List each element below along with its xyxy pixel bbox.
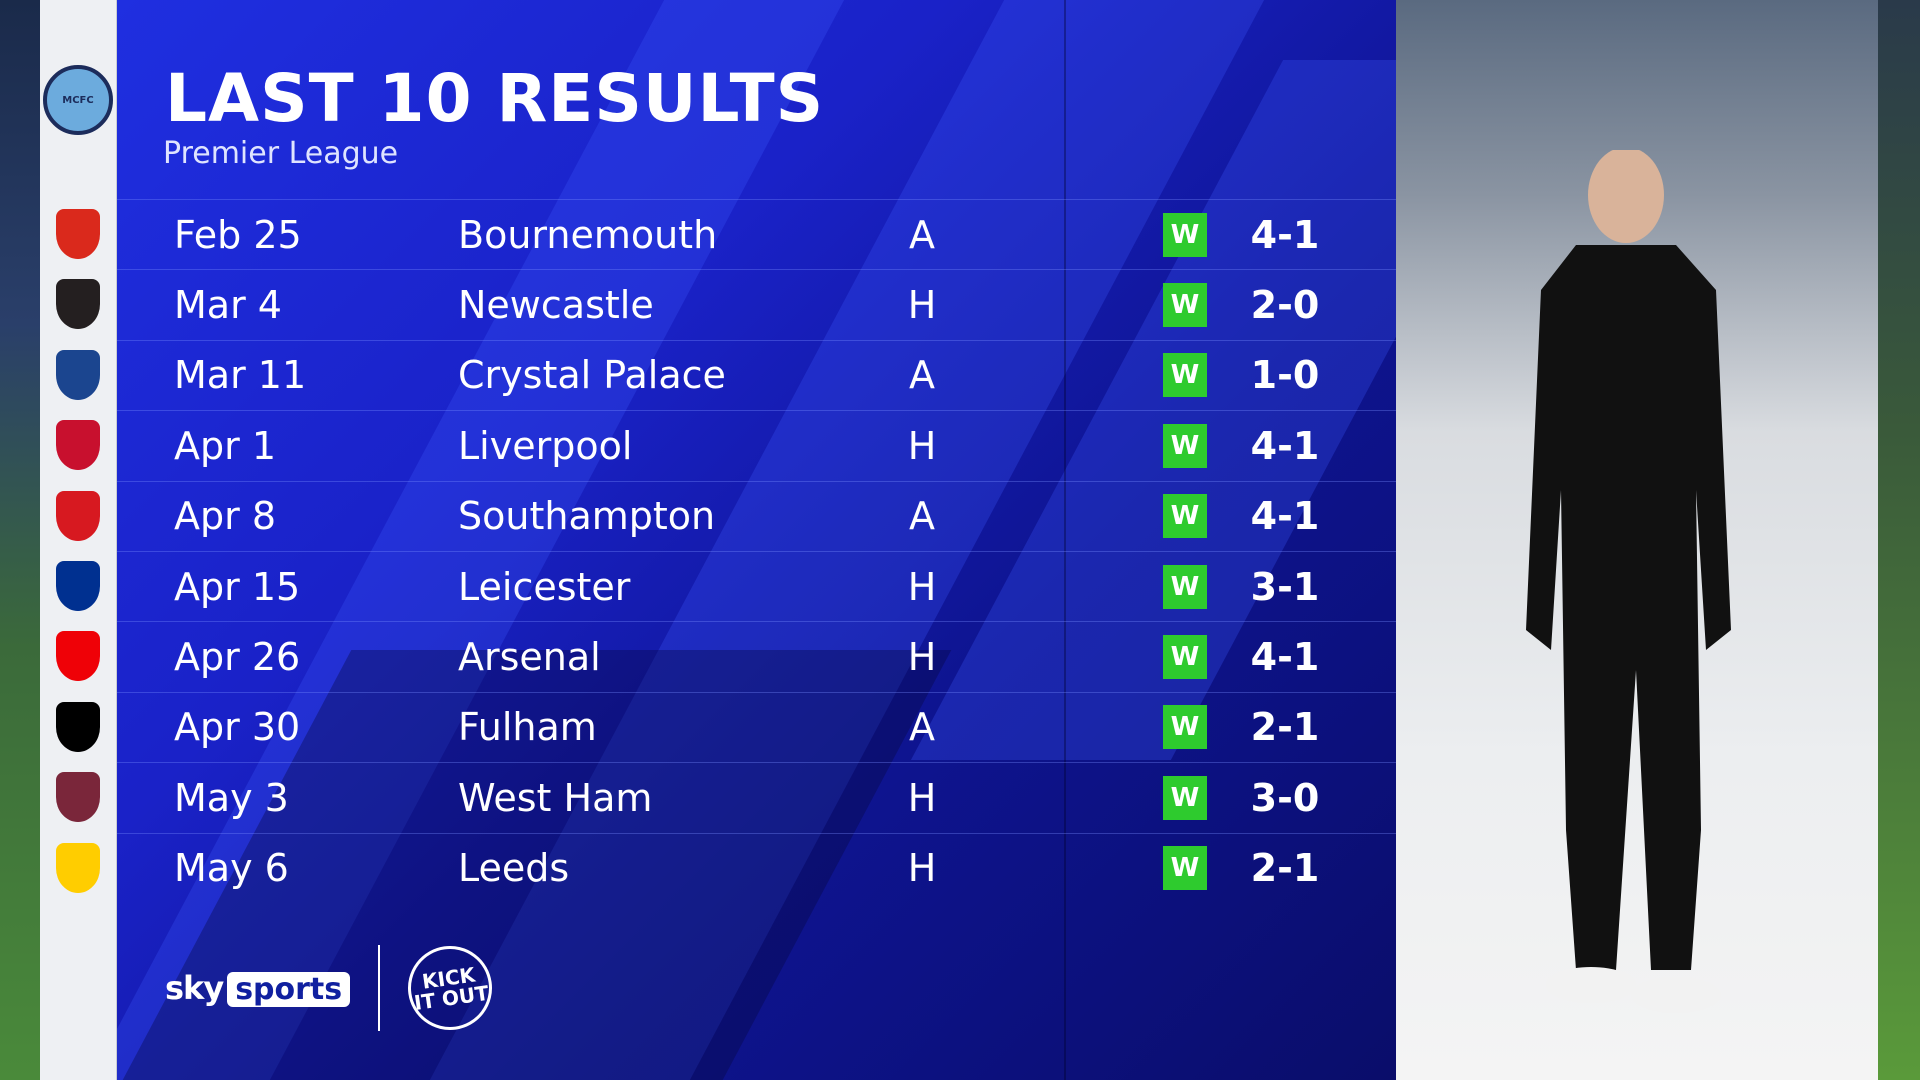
background-stadium-right (1878, 0, 1920, 1080)
result-badge: W (1163, 634, 1207, 679)
match-date: Apr 1 (174, 423, 276, 468)
venue: A (909, 353, 935, 398)
result-row: Apr 26 Arsenal H W 4-1 (117, 621, 1396, 691)
result-row: May 3 West Ham H W 3-0 (117, 762, 1396, 832)
opponent-crest-icon (56, 349, 100, 400)
sky-sports-logo: sky sports (165, 969, 351, 1007)
score: 1-0 (1250, 353, 1320, 398)
result-row: Mar 4 Newcastle H W 2-0 (117, 269, 1396, 339)
score: 3-0 (1250, 775, 1320, 820)
venue: A (909, 212, 935, 257)
column-divider (1064, 0, 1066, 1080)
venue: H (907, 634, 937, 679)
result-badge: W (1163, 775, 1207, 820)
opponent-name: Crystal Palace (458, 353, 726, 398)
opponent-name: Bournemouth (458, 212, 718, 257)
crest-strip: MCFC (40, 0, 117, 1080)
opponent-name: Leicester (458, 564, 631, 609)
score: 4-1 (1250, 423, 1320, 468)
opponent-crest-icon (56, 701, 100, 752)
result-row: Feb 25 Bournemouth A W 4-1 (117, 199, 1396, 269)
manager-figure-image (1526, 150, 1731, 1013)
match-date: May 3 (174, 775, 289, 820)
page-title: LAST 10 RESULTS (165, 60, 825, 137)
score: 2-1 (1250, 705, 1320, 750)
score: 3-1 (1250, 564, 1320, 609)
score: 4-1 (1250, 494, 1320, 539)
opponent-crest-icon (56, 490, 100, 541)
logo-divider (378, 945, 381, 1031)
branding: sky sports KICK IT OUT (165, 940, 498, 1036)
result-badge: W (1163, 212, 1207, 257)
result-badge: W (1163, 846, 1207, 891)
venue: H (907, 423, 937, 468)
venue: A (909, 494, 935, 539)
result-row: Apr 1 Liverpool H W 4-1 (117, 410, 1396, 480)
result-badge: W (1163, 564, 1207, 609)
competition-subtitle: Premier League (163, 136, 399, 171)
result-badge: W (1163, 282, 1207, 327)
match-date: Apr 15 (174, 564, 301, 609)
match-date: Apr 8 (174, 494, 276, 539)
result-row: Apr 30 Fulham A W 2-1 (117, 691, 1396, 762)
opponent-name: Southampton (458, 494, 716, 539)
score: 4-1 (1250, 212, 1320, 257)
opponent-crest-icon (56, 772, 100, 823)
opponent-name: West Ham (458, 775, 653, 820)
match-date: Mar 4 (174, 282, 282, 327)
venue: A (909, 705, 935, 750)
manager-photo (1396, 0, 1878, 1080)
result-badge: W (1163, 353, 1207, 398)
match-date: Feb 25 (174, 212, 302, 257)
opponent-name: Newcastle (458, 282, 654, 327)
result-row: Apr 8 Southampton A W 4-1 (117, 480, 1396, 551)
opponent-crest-icon (56, 561, 100, 611)
venue: H (907, 775, 937, 820)
score: 4-1 (1250, 634, 1320, 679)
opponent-crest-icon (56, 209, 100, 259)
match-date: May 6 (174, 846, 289, 891)
result-row: Apr 15 Leicester H W 3-1 (117, 551, 1396, 621)
opponent-crest-icon (56, 631, 100, 682)
opponent-name: Leeds (458, 846, 570, 891)
opponent-crest-icon (56, 842, 100, 893)
opponent-crest-icon (56, 420, 100, 471)
match-date: Apr 30 (174, 705, 301, 750)
score: 2-0 (1250, 282, 1320, 327)
match-date: Mar 11 (174, 353, 307, 398)
venue: H (907, 564, 937, 609)
opponent-name: Fulham (458, 705, 597, 750)
kick-it-out-logo: KICK IT OUT (402, 940, 498, 1036)
venue: H (907, 846, 937, 891)
results-panel: LAST 10 RESULTS Premier League Feb 25 Bo… (117, 0, 1396, 1080)
match-date: Apr 26 (174, 634, 301, 679)
score: 2-1 (1250, 846, 1320, 891)
result-row: Mar 11 Crystal Palace A W 1-0 (117, 339, 1396, 410)
opponent-crest-icon (56, 279, 100, 330)
background-stadium-left (0, 0, 40, 1080)
man-city-crest-icon: MCFC (43, 65, 113, 135)
result-badge: W (1163, 705, 1207, 750)
opponent-name: Liverpool (458, 423, 633, 468)
result-row: May 6 Leeds H W 2-1 (117, 832, 1396, 903)
venue: H (907, 282, 937, 327)
opponent-name: Arsenal (458, 634, 601, 679)
result-badge: W (1163, 423, 1207, 468)
result-badge: W (1163, 494, 1207, 539)
